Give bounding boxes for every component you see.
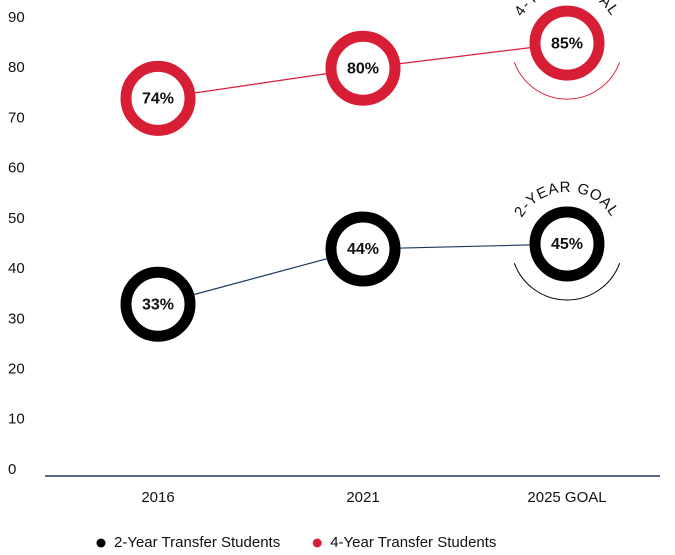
y-tick-label: 70	[8, 109, 25, 126]
point-ring	[325, 211, 401, 287]
data-label: 33%	[142, 296, 174, 313]
point-ring	[325, 30, 401, 106]
x-tick-label: 2021	[346, 489, 379, 506]
legend-label: 4-Year Transfer Students	[330, 534, 496, 551]
legend-marker	[312, 538, 322, 548]
data-label: 85%	[551, 35, 583, 52]
goal-ring	[513, 62, 621, 100]
data-label: 80%	[347, 60, 379, 77]
point-ring	[120, 266, 196, 342]
goal-ring	[513, 262, 621, 301]
data-label: 74%	[142, 91, 174, 108]
y-tick-label: 80	[8, 59, 25, 76]
y-tick-label: 60	[8, 160, 25, 177]
legend-marker	[96, 538, 106, 548]
legend-label: 2-Year Transfer Students	[114, 534, 280, 551]
point-ring	[529, 206, 605, 282]
y-tick-label: 20	[8, 361, 25, 378]
point-ring	[120, 60, 196, 136]
y-tick-label: 40	[8, 260, 25, 277]
y-tick-label: 10	[8, 411, 25, 428]
y-tick-label: 90	[8, 9, 25, 26]
x-tick-label: 2016	[141, 489, 174, 506]
data-label: 45%	[551, 236, 583, 253]
x-tick-label: 2025 GOAL	[527, 489, 606, 506]
data-label: 44%	[347, 241, 379, 258]
y-tick-label: 30	[8, 310, 25, 327]
point-ring	[529, 5, 605, 81]
y-tick-label: 0	[8, 461, 16, 478]
y-tick-label: 50	[8, 210, 25, 227]
